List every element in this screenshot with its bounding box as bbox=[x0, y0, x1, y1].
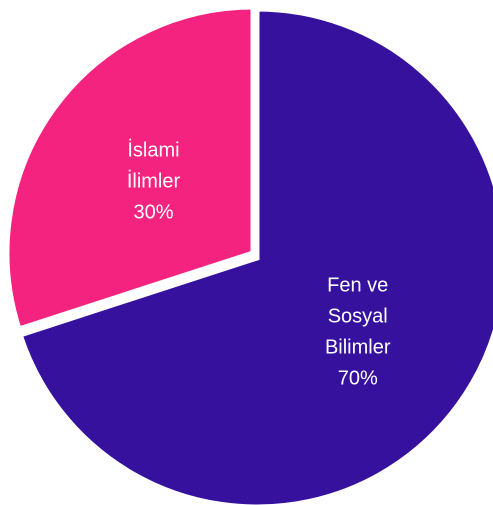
slice-category-label-line: Sosyal bbox=[328, 306, 388, 328]
slice-category-label-line: Fen ve bbox=[327, 275, 388, 297]
pie-slice-fen-ve-sosyal-bilimler bbox=[17, 6, 493, 505]
slice-category-label-line: İslami bbox=[127, 139, 179, 162]
slice-category-label-line: İlimler bbox=[127, 170, 181, 193]
slice-value-label: 30% bbox=[133, 202, 173, 224]
pie-slice-islami-ilimler bbox=[4, 4, 256, 333]
slice-category-label-line: Bilimler bbox=[325, 337, 391, 359]
slice-label-islami-ilimler: İslami İlimler 30% bbox=[127, 139, 181, 224]
slice-label-fen-ve-sosyal-bilimler: Fen ve Sosyal Bilimler 70% bbox=[325, 275, 391, 390]
slice-value-label: 70% bbox=[338, 368, 378, 390]
